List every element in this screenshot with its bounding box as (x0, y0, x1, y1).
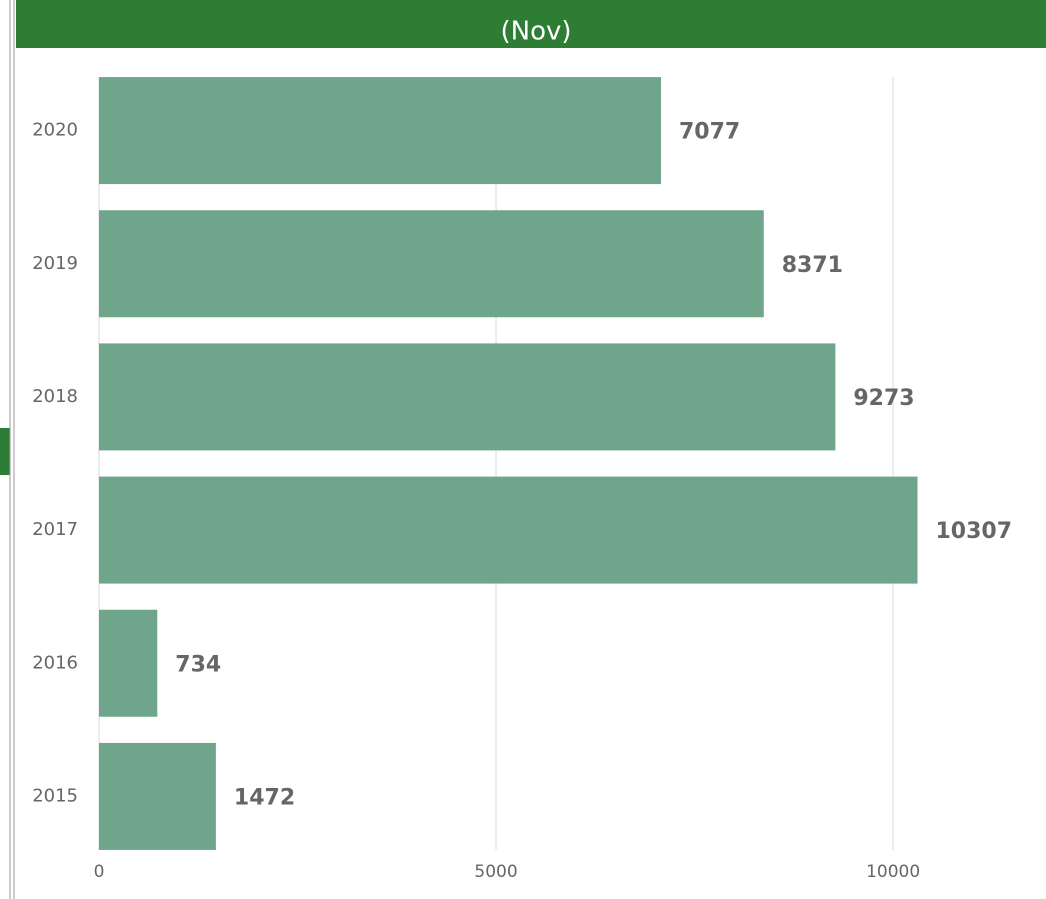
value-label: 8371 (782, 253, 843, 278)
y-tick-label: 2018 (32, 386, 78, 407)
value-label: 734 (175, 652, 221, 677)
y-tick-label: 2017 (32, 519, 78, 540)
bar (99, 476, 918, 584)
bar (99, 609, 158, 717)
y-tick-label: 2016 (32, 652, 78, 673)
bar (99, 742, 216, 850)
value-label: 10307 (935, 519, 1012, 544)
value-label: 1472 (234, 785, 295, 810)
y-tick-label: 2019 (32, 253, 78, 274)
value-label: 9273 (853, 386, 914, 411)
bar (99, 77, 661, 185)
y-tick-label: 2020 (32, 120, 78, 141)
x-tick-label: 5000 (474, 862, 517, 882)
bar (99, 343, 836, 451)
x-tick-label: 0 (94, 862, 105, 882)
y-tick-label: 2015 (32, 785, 78, 806)
side-tab (0, 428, 10, 475)
x-tick-label: 10000 (866, 862, 920, 882)
value-label: 7077 (679, 120, 740, 145)
header-band (16, 0, 1046, 48)
bar (99, 210, 764, 318)
chart-title: (Nov) (500, 17, 571, 47)
